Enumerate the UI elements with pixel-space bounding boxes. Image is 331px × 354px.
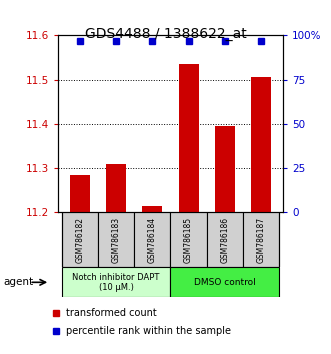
Text: GDS4488 / 1388622_at: GDS4488 / 1388622_at	[85, 27, 246, 41]
Text: DMSO control: DMSO control	[194, 278, 256, 287]
Bar	[170, 212, 207, 267]
Bar	[170, 267, 279, 297]
Text: GSM786183: GSM786183	[112, 217, 120, 263]
Bar	[70, 175, 90, 212]
Bar	[243, 212, 279, 267]
Bar	[215, 126, 235, 212]
Bar	[251, 78, 271, 212]
Text: GSM786187: GSM786187	[257, 217, 266, 263]
Bar	[62, 212, 98, 267]
Bar	[62, 267, 170, 297]
Text: GSM786182: GSM786182	[75, 217, 84, 263]
Text: percentile rank within the sample: percentile rank within the sample	[66, 326, 231, 337]
Text: Notch inhibitor DAPT
(10 μM.): Notch inhibitor DAPT (10 μM.)	[72, 273, 160, 292]
Bar	[134, 212, 170, 267]
Bar	[98, 212, 134, 267]
Text: GSM786185: GSM786185	[184, 217, 193, 263]
Bar	[106, 164, 126, 212]
Bar	[142, 206, 162, 212]
Bar	[207, 212, 243, 267]
Text: GSM786184: GSM786184	[148, 217, 157, 263]
Text: GSM786186: GSM786186	[220, 217, 229, 263]
Text: transformed count: transformed count	[66, 308, 157, 318]
Text: agent: agent	[3, 277, 33, 287]
Bar	[179, 64, 199, 212]
